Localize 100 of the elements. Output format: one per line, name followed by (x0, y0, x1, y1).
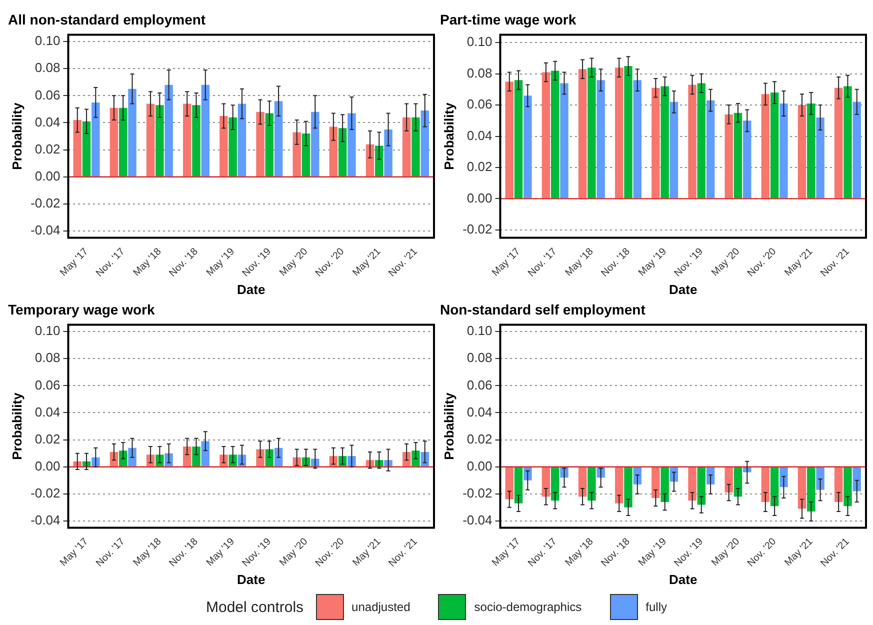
bar (274, 101, 283, 176)
y-tick-label: 0.00 (34, 458, 60, 474)
bar (633, 80, 642, 198)
bar (182, 104, 192, 176)
x-axis-title: Date (237, 572, 266, 587)
x-tick-label: Nov. '18 (167, 536, 201, 570)
y-tick-label: 0.08 (34, 60, 60, 76)
bar (578, 69, 587, 198)
x-tick-label: May '18 (563, 536, 596, 569)
y-tick-label: 0.08 (466, 350, 492, 366)
x-tick-label: May '20 (710, 536, 742, 569)
bar (110, 108, 118, 176)
y-tick-label: 0.08 (466, 65, 492, 80)
bar (292, 132, 301, 176)
legend-label: fully (646, 600, 667, 614)
chart-title: Part-time wage work (440, 11, 576, 28)
bar (201, 441, 210, 466)
y-tick-label: 0.00 (466, 190, 492, 206)
bar (348, 113, 356, 176)
y-tick-label: 0.02 (466, 159, 492, 174)
y-axis-title: Probability (441, 102, 456, 170)
bar (614, 68, 624, 198)
y-tick-label: 0.06 (34, 377, 60, 392)
x-tick-label: May '20 (710, 246, 742, 279)
x-tick-label: Nov. '19 (672, 246, 706, 280)
bar (82, 121, 91, 176)
x-tick-label: Nov. '17 (526, 246, 560, 280)
bar (560, 83, 568, 198)
x-tick-label: May '20 (278, 246, 310, 279)
bar (697, 83, 706, 198)
y-tick-label: 0.10 (466, 34, 492, 50)
bar (164, 84, 173, 176)
bar (192, 105, 200, 176)
bar (624, 66, 632, 198)
legend-label: socio-demographics (474, 600, 582, 614)
chart-title: Non-standard self employment (440, 301, 646, 318)
bar (311, 112, 320, 176)
x-tick-label: Nov. '21 (386, 536, 420, 570)
bar (844, 86, 852, 198)
bar (329, 126, 338, 176)
bar (706, 100, 715, 198)
y-tick-label: 0.04 (34, 404, 60, 420)
x-tick-label: May '20 (278, 536, 310, 569)
x-tick-label: Nov. '20 (746, 536, 779, 570)
x-tick-label: Nov. '20 (314, 536, 347, 570)
x-tick-label: May '17 (58, 246, 91, 279)
y-tick-label: 0.00 (466, 458, 492, 474)
bar (743, 120, 752, 198)
x-tick-label: Nov. '18 (599, 246, 633, 280)
y-tick-label: 0.06 (466, 377, 492, 392)
y-tick-label: 0.02 (34, 141, 60, 156)
legend-title: Model controls (206, 598, 304, 616)
bar (156, 105, 164, 176)
bar (420, 110, 429, 176)
x-tick-label: Nov. '21 (386, 246, 420, 280)
x-axis-title: Date (669, 282, 698, 297)
y-tick-label: -0.02 (462, 485, 492, 500)
bar (596, 80, 605, 198)
bar (524, 96, 532, 198)
bar (734, 112, 742, 198)
y-axis-title: Probability (9, 102, 24, 170)
legend-label: unadjusted (352, 600, 410, 614)
y-tick-label: 0.10 (466, 323, 492, 338)
x-tick-label: May '18 (131, 246, 164, 279)
x-tick-label: Nov. '21 (818, 536, 852, 570)
x-tick-label: May '19 (636, 536, 670, 569)
y-tick-label: 0.04 (466, 128, 492, 143)
x-tick-label: May '17 (490, 246, 523, 279)
bar (761, 94, 770, 198)
x-tick-label: Nov. '19 (240, 536, 274, 570)
bar (660, 86, 669, 198)
x-tick-label: Nov. '19 (240, 246, 274, 280)
y-tick-label: 0.08 (34, 350, 60, 366)
bar (265, 113, 274, 176)
bar (192, 446, 200, 466)
x-tick-label: Nov. '21 (818, 246, 852, 280)
x-tick-label: Nov. '17 (526, 536, 560, 570)
x-axis-title: Date (669, 572, 698, 587)
y-tick-label: -0.04 (30, 512, 60, 528)
y-tick-label: -0.04 (30, 222, 60, 238)
y-tick-label: -0.02 (30, 195, 60, 210)
bar (375, 146, 384, 176)
bar (128, 88, 136, 176)
bar (807, 103, 816, 198)
y-tick-label: -0.02 (30, 485, 60, 500)
y-tick-label: 0.04 (34, 114, 60, 130)
chart-title: All non-standard employment (8, 11, 206, 28)
x-axis-title: Date (237, 282, 266, 297)
y-axis-title: Probability (441, 392, 456, 460)
x-tick-label: May '21 (350, 246, 384, 279)
y-tick-label: 0.06 (34, 87, 60, 102)
bar (798, 105, 806, 198)
chart-title: Temporary wage work (8, 301, 155, 318)
x-tick-label: May '18 (131, 536, 164, 569)
x-tick-label: May '18 (563, 246, 596, 279)
x-tick-label: May '19 (204, 246, 238, 279)
y-tick-label: 0.06 (466, 96, 492, 112)
bar (256, 112, 264, 176)
x-tick-label: Nov. '20 (746, 246, 779, 280)
bar (412, 117, 420, 176)
